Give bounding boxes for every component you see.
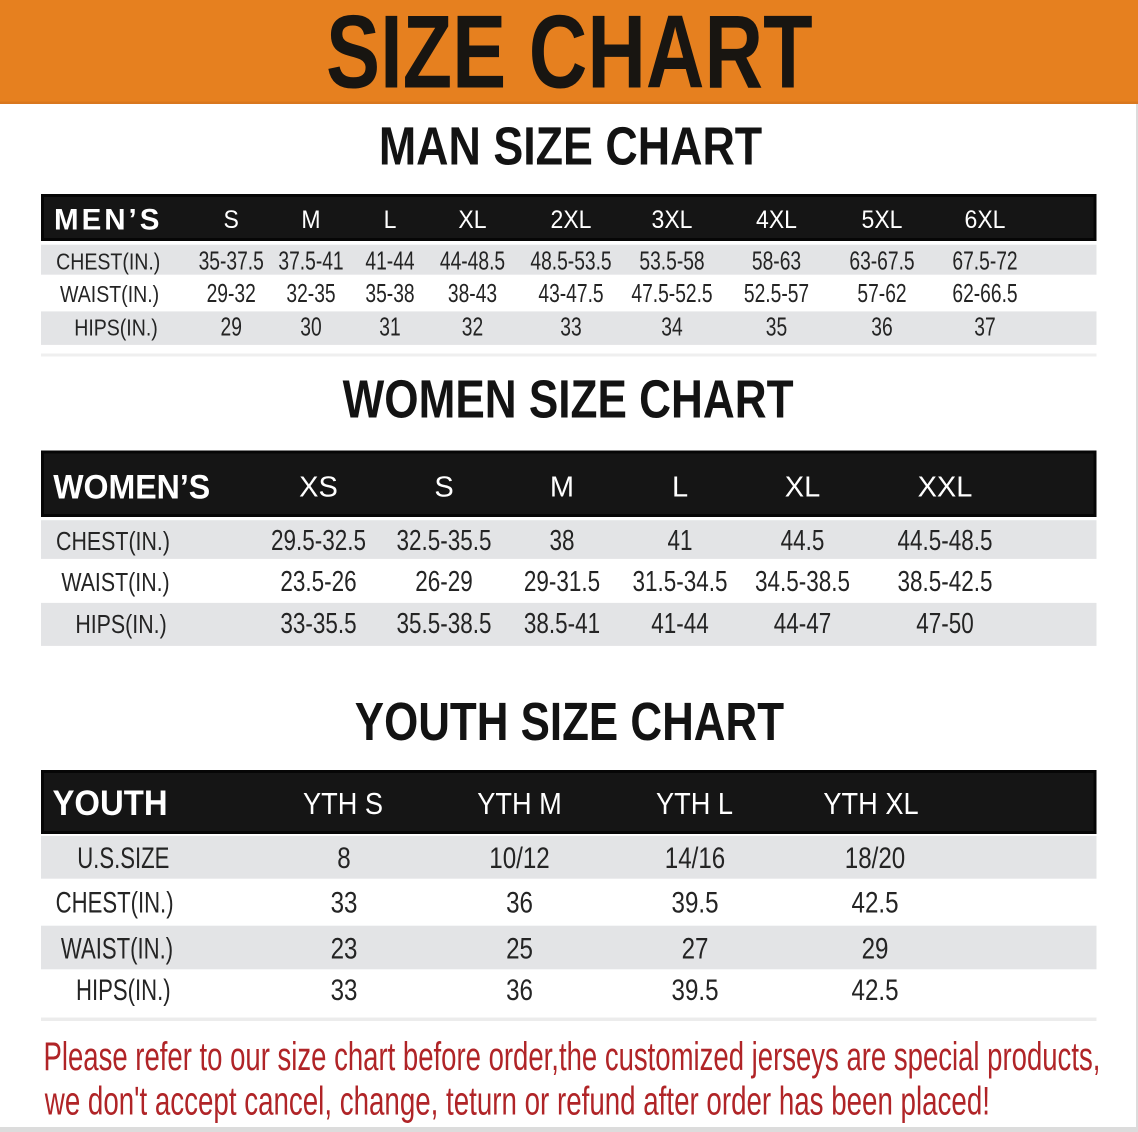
svg-text:34: 34 xyxy=(661,312,683,342)
svg-text:18/20: 18/20 xyxy=(845,840,905,874)
svg-text:6XL: 6XL xyxy=(965,206,1006,234)
svg-text:33: 33 xyxy=(331,973,358,1007)
svg-text:57-62: 57-62 xyxy=(857,278,906,308)
svg-text:37.5-41: 37.5-41 xyxy=(278,246,343,276)
svg-text:31: 31 xyxy=(379,312,400,342)
svg-text:S: S xyxy=(434,472,453,504)
svg-text:39.5: 39.5 xyxy=(672,973,719,1007)
svg-text:37: 37 xyxy=(974,312,995,342)
svg-text:44.5-48.5: 44.5-48.5 xyxy=(898,525,993,556)
svg-text:5XL: 5XL xyxy=(862,206,903,234)
svg-text:35: 35 xyxy=(766,312,787,342)
svg-text:38-43: 38-43 xyxy=(448,278,497,308)
svg-text:XXL: XXL xyxy=(918,472,973,504)
svg-text:35-38: 35-38 xyxy=(365,278,414,308)
svg-text:44-48.5: 44-48.5 xyxy=(440,246,505,276)
svg-text:CHEST(IN.): CHEST(IN.) xyxy=(56,527,170,556)
svg-text:14/16: 14/16 xyxy=(665,840,725,874)
svg-text:38.5-42.5: 38.5-42.5 xyxy=(898,567,993,598)
svg-text:8: 8 xyxy=(337,840,350,874)
svg-text:CHEST(IN.): CHEST(IN.) xyxy=(56,249,160,275)
svg-text:31.5-34.5: 31.5-34.5 xyxy=(633,567,728,598)
svg-text:47-50: 47-50 xyxy=(916,608,973,639)
svg-text:29-32: 29-32 xyxy=(207,278,256,308)
svg-text:XL: XL xyxy=(458,206,486,234)
svg-text:10/12: 10/12 xyxy=(489,840,549,874)
svg-text:29.5-32.5: 29.5-32.5 xyxy=(271,525,366,556)
svg-text:YTH S: YTH S xyxy=(303,787,383,821)
svg-text:33-35.5: 33-35.5 xyxy=(280,608,356,639)
svg-text:Please refer to our size chart: Please refer to our size chart before or… xyxy=(44,1035,1101,1079)
svg-text:S: S xyxy=(224,206,239,234)
svg-text:3XL: 3XL xyxy=(652,206,693,234)
svg-text:23: 23 xyxy=(331,931,358,965)
svg-text:58-63: 58-63 xyxy=(752,246,801,276)
svg-text:48.5-53.5: 48.5-53.5 xyxy=(530,246,611,276)
svg-text:30: 30 xyxy=(300,312,321,342)
svg-text:WAIST(IN.): WAIST(IN.) xyxy=(60,282,159,308)
svg-text:YTH XL: YTH XL xyxy=(823,787,918,821)
svg-text:35-37.5: 35-37.5 xyxy=(199,246,264,276)
svg-text:33: 33 xyxy=(331,885,358,919)
svg-text:34.5-38.5: 34.5-38.5 xyxy=(755,567,850,598)
svg-text:67.5-72: 67.5-72 xyxy=(952,246,1017,276)
svg-text:44.5: 44.5 xyxy=(781,525,825,556)
svg-text:WOMEN SIZE CHART: WOMEN SIZE CHART xyxy=(343,369,794,429)
svg-text:38: 38 xyxy=(549,525,574,556)
svg-text:44-47: 44-47 xyxy=(774,608,831,639)
svg-text:XL: XL xyxy=(785,472,820,504)
svg-text:32: 32 xyxy=(462,312,483,342)
svg-text:53.5-58: 53.5-58 xyxy=(639,246,704,276)
svg-text:36: 36 xyxy=(871,312,892,342)
svg-text:27: 27 xyxy=(682,931,709,965)
svg-text:41-44: 41-44 xyxy=(651,608,708,639)
svg-text:MEN’S: MEN’S xyxy=(54,204,162,237)
svg-text:29: 29 xyxy=(221,312,242,342)
svg-text:M: M xyxy=(301,206,320,234)
svg-text:62-66.5: 62-66.5 xyxy=(952,278,1017,308)
svg-text:SIZE CHART: SIZE CHART xyxy=(326,0,813,110)
svg-text:HIPS(IN.): HIPS(IN.) xyxy=(76,973,171,1007)
svg-text:38.5-41: 38.5-41 xyxy=(524,608,600,639)
svg-text:41: 41 xyxy=(667,525,692,556)
svg-text:YTH M: YTH M xyxy=(477,787,562,821)
svg-text:L: L xyxy=(384,206,397,234)
svg-text:HIPS(IN.): HIPS(IN.) xyxy=(75,610,166,639)
svg-text:52.5-57: 52.5-57 xyxy=(744,278,809,308)
svg-text:WAIST(IN.): WAIST(IN.) xyxy=(61,568,169,597)
svg-text:33: 33 xyxy=(560,312,581,342)
svg-text:2XL: 2XL xyxy=(551,206,592,234)
svg-text:YTH L: YTH L xyxy=(656,787,733,821)
svg-text:41-44: 41-44 xyxy=(365,246,414,276)
svg-text:42.5: 42.5 xyxy=(852,973,899,1007)
svg-text:42.5: 42.5 xyxy=(852,885,899,919)
svg-text:25: 25 xyxy=(506,931,533,965)
svg-text:WOMEN’S: WOMEN’S xyxy=(53,468,210,506)
svg-text:MAN SIZE CHART: MAN SIZE CHART xyxy=(379,116,762,177)
svg-text:L: L xyxy=(672,472,688,504)
svg-text:26-29: 26-29 xyxy=(415,567,472,598)
svg-text:YOUTH SIZE CHART: YOUTH SIZE CHART xyxy=(355,692,784,752)
svg-text:HIPS(IN.): HIPS(IN.) xyxy=(74,315,158,341)
svg-text:CHEST(IN.): CHEST(IN.) xyxy=(56,885,174,919)
svg-text:XS: XS xyxy=(299,472,338,504)
svg-text:35.5-38.5: 35.5-38.5 xyxy=(397,608,492,639)
svg-text:4XL: 4XL xyxy=(756,206,797,234)
svg-text:WAIST(IN.): WAIST(IN.) xyxy=(61,931,173,965)
svg-text:63-67.5: 63-67.5 xyxy=(849,246,914,276)
svg-text:36: 36 xyxy=(506,885,533,919)
svg-text:43-47.5: 43-47.5 xyxy=(538,278,603,308)
svg-text:29: 29 xyxy=(862,931,889,965)
svg-text:U.S.SIZE: U.S.SIZE xyxy=(77,841,169,875)
svg-text:23.5-26: 23.5-26 xyxy=(280,567,356,598)
svg-text:we don't accept cancel, change: we don't accept cancel, change, teturn o… xyxy=(44,1080,990,1124)
svg-text:M: M xyxy=(550,472,574,504)
svg-text:YOUTH: YOUTH xyxy=(53,784,168,823)
svg-text:32.5-35.5: 32.5-35.5 xyxy=(397,525,492,556)
svg-text:36: 36 xyxy=(506,973,533,1007)
svg-text:29-31.5: 29-31.5 xyxy=(524,567,600,598)
svg-text:47.5-52.5: 47.5-52.5 xyxy=(631,278,712,308)
svg-text:32-35: 32-35 xyxy=(286,278,335,308)
svg-text:39.5: 39.5 xyxy=(672,885,719,919)
